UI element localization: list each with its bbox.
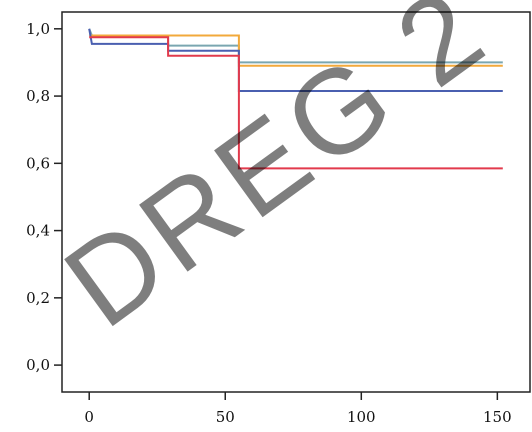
- x-tick-label: 100: [347, 408, 376, 426]
- y-tick-label: 0,6: [26, 154, 50, 172]
- watermark: DREG 2: [41, 0, 510, 353]
- y-tick-label: 0,4: [26, 222, 50, 240]
- y-tick-label: 1,0: [26, 20, 50, 38]
- x-axis: 0 50 100 150: [84, 392, 512, 426]
- y-tick-label: 0,0: [26, 356, 50, 374]
- x-tick-label: 150: [483, 408, 512, 426]
- series-layer: [88, 28, 503, 170]
- x-tick-label: 50: [216, 408, 235, 426]
- y-tick-label: 0,2: [26, 289, 50, 307]
- y-tick-label: 0,8: [26, 87, 50, 105]
- series-line-4: [89, 36, 503, 170]
- y-axis: 0,0 0,2 0,4 0,6 0,8 1,0: [26, 20, 62, 374]
- x-tick-label: 0: [84, 408, 94, 426]
- plot-frame: [61, 11, 531, 393]
